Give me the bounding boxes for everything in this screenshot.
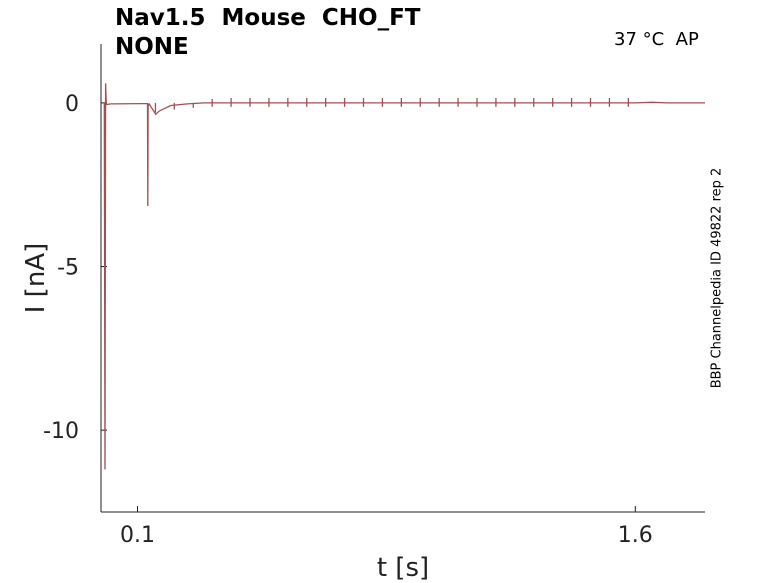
ticks: 0 -5 -10 0.1 1.6 <box>43 92 653 548</box>
chart-title-line1: Nav1.5 Mouse CHO_FT <box>115 5 421 31</box>
conditions-label: 37 °C AP <box>614 29 699 50</box>
axes <box>100 44 705 513</box>
x-tick-label: 0.1 <box>120 523 155 548</box>
current-trace-series <box>103 83 705 470</box>
y-tick-label: 0 <box>65 92 79 117</box>
x-tick-label: 1.6 <box>618 523 653 548</box>
y-tick-label: -5 <box>57 256 79 281</box>
y-axis-label: I [nA] <box>21 243 51 313</box>
y-tick-label: -10 <box>43 419 79 444</box>
chart-title-line2: NONE <box>115 34 189 60</box>
plot-area <box>103 83 705 470</box>
x-axis-label: t [s] <box>377 553 429 583</box>
